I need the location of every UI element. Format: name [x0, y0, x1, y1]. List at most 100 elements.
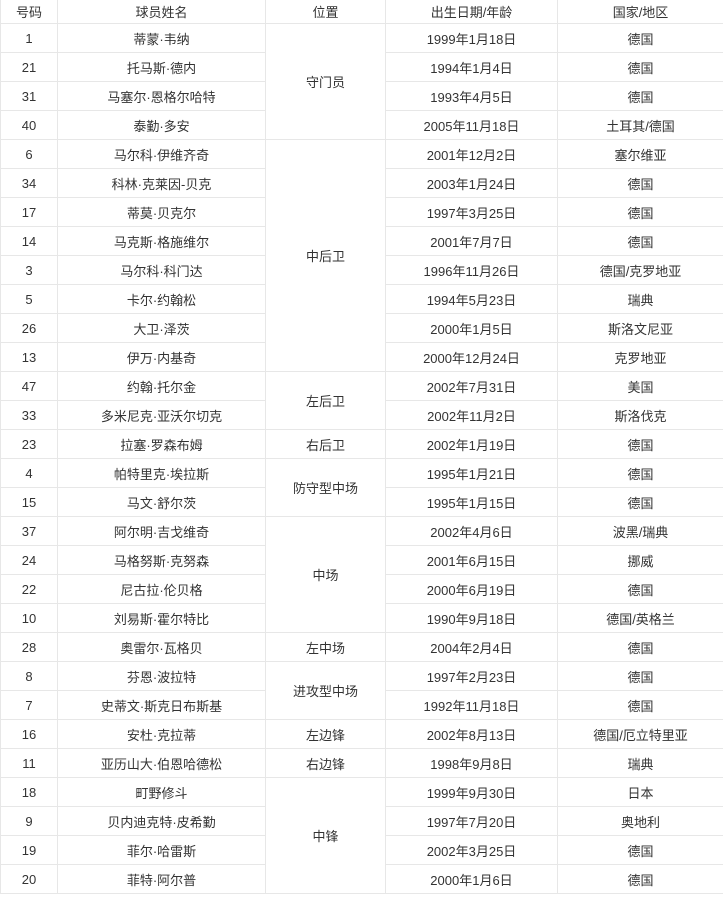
player-name-cell: 蒂蒙·韦纳 [57, 23, 266, 53]
player-number-cell: 6 [0, 139, 58, 169]
birth-date-cell: 2001年12月2日 [385, 139, 558, 169]
header-row: 号码 球员姓名 位置 出生日期/年龄 国家/地区 [0, 0, 723, 24]
position-cell: 中场 [265, 516, 386, 633]
position-cell: 中后卫 [265, 139, 386, 372]
player-name-cell: 马塞尔·恩格尔哈特 [57, 81, 266, 111]
player-number-cell: 47 [0, 371, 58, 401]
squad-table-body: 1 蒂蒙·韦纳 守门员 1999年1月18日 德国 21 托马斯·德内 1994年1月4日 德国… [0, 23, 723, 894]
header-number: 号码 [0, 0, 58, 24]
birth-date-cell: 1996年11月26日 [385, 255, 558, 285]
player-name-cell: 泰勤·多安 [57, 110, 266, 140]
birth-date-cell: 1998年9月8日 [385, 748, 558, 778]
country-cell: 德国 [557, 574, 723, 604]
player-number-cell: 40 [0, 110, 58, 140]
table-row: 14 马克斯·格施维尔 2001年7月7日 德国 [0, 226, 723, 256]
position-cell: 右边锋 [265, 748, 386, 778]
birth-date-cell: 2002年8月13日 [385, 719, 558, 749]
table-row: 16 安杜·克拉蒂 左边锋 2002年8月13日 德国/厄立特里亚 [0, 719, 723, 749]
birth-date-cell: 1990年9月18日 [385, 603, 558, 633]
player-number-cell: 1 [0, 23, 58, 53]
table-row: 24 马格努斯·克努森 2001年6月15日 挪威 [0, 545, 723, 575]
table-row: 19 菲尔·哈雷斯 2002年3月25日 德国 [0, 835, 723, 865]
birth-date-cell: 2002年11月2日 [385, 400, 558, 430]
player-name-cell: 芬恩·波拉特 [57, 661, 266, 691]
country-cell: 德国 [557, 835, 723, 865]
position-cell: 守门员 [265, 23, 386, 140]
table-row: 5 卡尔·约翰松 1994年5月23日 瑞典 [0, 284, 723, 314]
country-cell: 德国 [557, 690, 723, 720]
position-cell: 防守型中场 [265, 458, 386, 517]
position-cell: 进攻型中场 [265, 661, 386, 720]
player-name-cell: 科林·克莱因-贝克 [57, 168, 266, 198]
header-country: 国家/地区 [557, 0, 723, 24]
position-cell: 左后卫 [265, 371, 386, 430]
player-name-cell: 亚历山大·伯恩哈德松 [57, 748, 266, 778]
player-name-cell: 拉塞·罗森布姆 [57, 429, 266, 459]
player-name-cell: 马格努斯·克努森 [57, 545, 266, 575]
player-name-cell: 刘易斯·霍尔特比 [57, 603, 266, 633]
country-cell: 德国 [557, 458, 723, 488]
player-name-cell: 安杜·克拉蒂 [57, 719, 266, 749]
table-row: 47 约翰·托尔金 左后卫 2002年7月31日 美国 [0, 371, 723, 430]
country-cell: 斯洛文尼亚 [557, 313, 723, 343]
table-row: 1 蒂蒙·韦纳 守门员 1999年1月18日 德国 [0, 23, 723, 140]
player-name-cell: 马克斯·格施维尔 [57, 226, 266, 256]
table-row: 9 贝内迪克特·皮希勤 1997年7月20日 奥地利 [0, 806, 723, 836]
player-name-cell: 伊万·内基奇 [57, 342, 266, 372]
player-name-cell: 史蒂文·斯克日布斯基 [57, 690, 266, 720]
table-row: 34 科林·克莱因-贝克 2003年1月24日 德国 [0, 168, 723, 198]
country-cell: 德国 [557, 661, 723, 691]
table-row: 37 阿尔明·吉戈维奇 中场 2002年4月6日 波黑/瑞典 [0, 516, 723, 633]
country-cell: 德国 [557, 226, 723, 256]
squad-table-header: 号码 球员姓名 位置 出生日期/年龄 国家/地区 [0, 0, 723, 24]
player-number-cell: 24 [0, 545, 58, 575]
player-name-cell: 尼古拉·伦贝格 [57, 574, 266, 604]
table-row: 23 拉塞·罗森布姆 右后卫 2002年1月19日 德国 [0, 429, 723, 459]
player-name-cell: 马尔科·伊维齐奇 [57, 139, 266, 169]
player-number-cell: 21 [0, 52, 58, 82]
country-cell: 德国 [557, 197, 723, 227]
country-cell: 波黑/瑞典 [557, 516, 723, 546]
birth-date-cell: 1997年2月23日 [385, 661, 558, 691]
birth-date-cell: 2002年3月25日 [385, 835, 558, 865]
player-name-cell: 菲特·阿尔普 [57, 864, 266, 894]
birth-date-cell: 2005年11月18日 [385, 110, 558, 140]
country-cell: 德国 [557, 168, 723, 198]
player-name-cell: 帕特里克·埃拉斯 [57, 458, 266, 488]
birth-date-cell: 1997年7月20日 [385, 806, 558, 836]
country-cell: 挪威 [557, 545, 723, 575]
country-cell: 美国 [557, 371, 723, 401]
country-cell: 奥地利 [557, 806, 723, 836]
player-name-cell: 约翰·托尔金 [57, 371, 266, 401]
player-name-cell: 马文·舒尔茨 [57, 487, 266, 517]
player-number-cell: 16 [0, 719, 58, 749]
player-name-cell: 贝内迪克特·皮希勤 [57, 806, 266, 836]
birth-date-cell: 2003年1月24日 [385, 168, 558, 198]
player-number-cell: 34 [0, 168, 58, 198]
table-row: 13 伊万·内基奇 2000年12月24日 克罗地亚 [0, 342, 723, 372]
table-row: 4 帕特里克·埃拉斯 防守型中场 1995年1月21日 德国 [0, 458, 723, 517]
player-number-cell: 13 [0, 342, 58, 372]
table-row: 10 刘易斯·霍尔特比 1990年9月18日 德国/英格兰 [0, 603, 723, 633]
player-name-cell: 卡尔·约翰松 [57, 284, 266, 314]
country-cell: 克罗地亚 [557, 342, 723, 372]
player-number-cell: 28 [0, 632, 58, 662]
birth-date-cell: 2000年1月6日 [385, 864, 558, 894]
player-name-cell: 阿尔明·吉戈维奇 [57, 516, 266, 546]
birth-date-cell: 1999年1月18日 [385, 23, 558, 53]
table-row: 26 大卫·泽茨 2000年1月5日 斯洛文尼亚 [0, 313, 723, 343]
country-cell: 德国 [557, 23, 723, 53]
birth-date-cell: 2000年1月5日 [385, 313, 558, 343]
country-cell: 德国/克罗地亚 [557, 255, 723, 285]
player-name-cell: 托马斯·德内 [57, 52, 266, 82]
country-cell: 德国 [557, 632, 723, 662]
player-number-cell: 31 [0, 81, 58, 111]
country-cell: 斯洛伐克 [557, 400, 723, 430]
table-row: 6 马尔科·伊维齐奇 中后卫 2001年12月2日 塞尔维亚 [0, 139, 723, 372]
country-cell: 德国 [557, 864, 723, 894]
table-row: 20 菲特·阿尔普 2000年1月6日 德国 [0, 864, 723, 894]
table-row: 11 亚历山大·伯恩哈德松 右边锋 1998年9月8日 瑞典 [0, 748, 723, 778]
player-name-cell: 大卫·泽茨 [57, 313, 266, 343]
player-number-cell: 7 [0, 690, 58, 720]
